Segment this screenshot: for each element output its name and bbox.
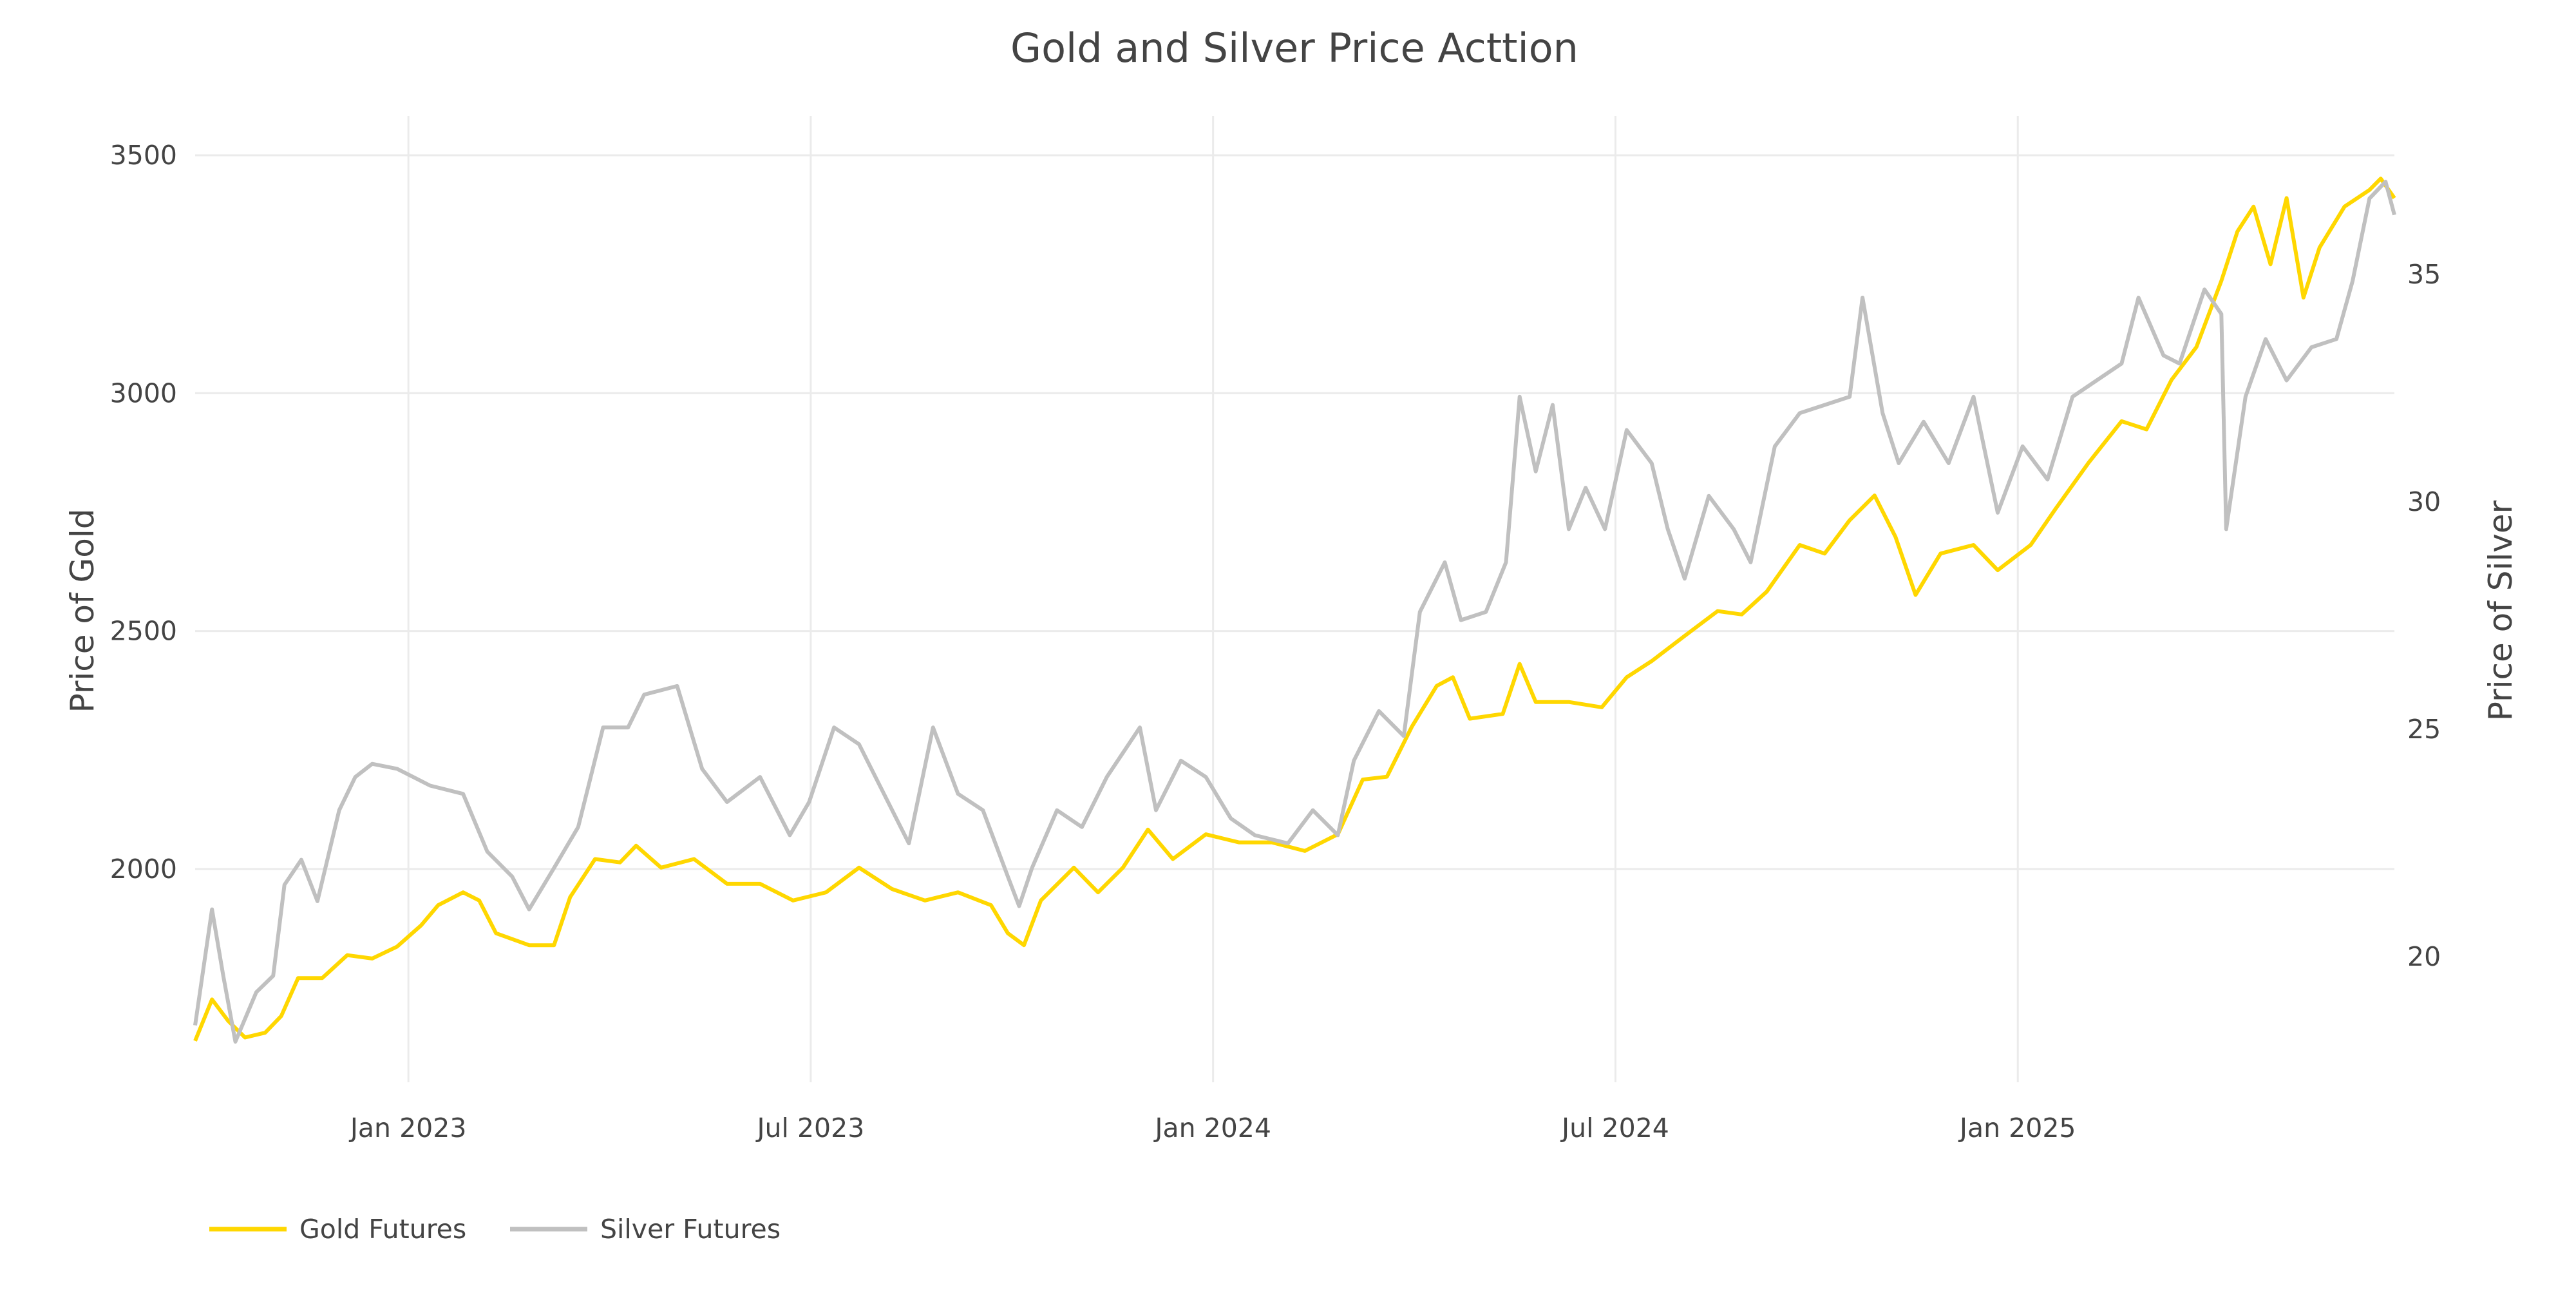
legend: Gold Futures Silver Futures (209, 1214, 781, 1245)
tick-labels: Jan 2023 Jul 2023 Jan 2024 Jul 2024 Jan 2025… (110, 140, 2441, 1143)
silver-futures-line (193, 180, 2396, 1044)
x-tick-label: Jul 2023 (755, 1113, 864, 1143)
x-tick-label: Jan 2023 (348, 1113, 467, 1143)
y-right-tick-label: 25 (2407, 714, 2441, 745)
grid (195, 116, 2394, 1082)
y-right-tick-label: 20 (2407, 941, 2441, 972)
series-lines (193, 177, 2396, 1044)
y-right-tick-label: 35 (2407, 259, 2441, 290)
y-axis-right-title: Price of Silver (2482, 500, 2519, 721)
y-left-tick-label: 3500 (110, 140, 177, 171)
y-right-tick-label: 30 (2407, 486, 2441, 517)
legend-label-gold: Gold Futures (299, 1214, 466, 1245)
gold-futures-line (193, 177, 2396, 1042)
legend-label-silver: Silver Futures (600, 1214, 781, 1245)
chart-title: Gold and Silver Price Acttion (1010, 24, 1578, 72)
legend-item-silver[interactable]: Silver Futures (510, 1214, 781, 1245)
y-left-tick-label: 2000 (110, 854, 177, 885)
y-left-tick-label: 3000 (110, 378, 177, 408)
y-left-tick-label: 2500 (110, 616, 177, 647)
x-tick-label: Jan 2024 (1153, 1113, 1271, 1143)
y-axis-left-title: Price of Gold (64, 509, 101, 713)
x-tick-label: Jan 2025 (1958, 1113, 2076, 1143)
legend-item-gold[interactable]: Gold Futures (209, 1214, 466, 1245)
x-tick-label: Jul 2024 (1560, 1113, 1669, 1143)
